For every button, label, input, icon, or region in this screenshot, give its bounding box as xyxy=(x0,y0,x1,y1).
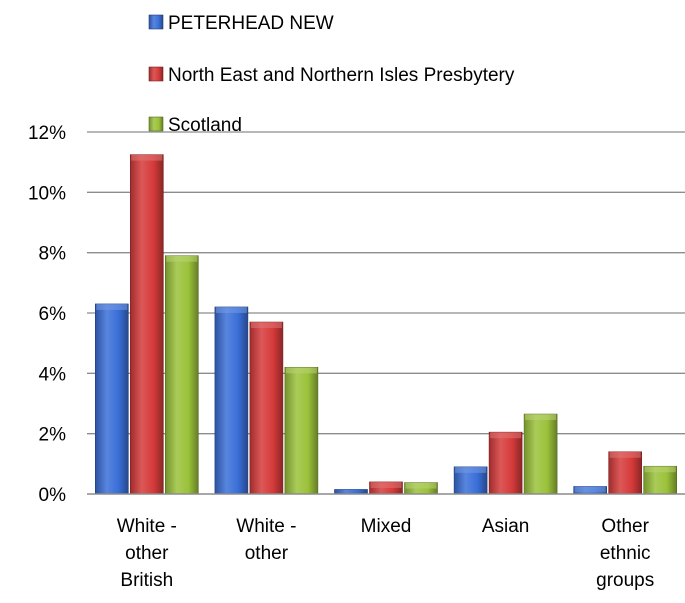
bar xyxy=(608,451,643,495)
bar xyxy=(165,255,199,495)
legend: PETERHEAD NEW North East and Northern Isl… xyxy=(148,13,515,136)
legend-swatch xyxy=(148,66,164,82)
bar xyxy=(488,431,523,495)
bar-highlight xyxy=(285,367,317,374)
x-category-label: White -other xyxy=(236,516,296,564)
bar-highlight xyxy=(215,306,247,313)
x-category-label: Asian xyxy=(482,516,530,537)
legend-swatch xyxy=(148,14,164,30)
legend-label: Scotland xyxy=(168,115,242,136)
y-tick-label: 12% xyxy=(28,123,66,144)
bar xyxy=(214,306,249,495)
legend-swatch xyxy=(148,116,164,132)
y-tick-label: 10% xyxy=(28,183,66,204)
bar-highlight xyxy=(405,482,437,489)
y-axis-tick-labels: 0% 2% 4% 6% 8% 10% 12% xyxy=(28,123,66,506)
bar-highlight xyxy=(644,466,676,473)
x-axis-category-labels: White -other British White -other Mixed Asia… xyxy=(117,516,655,591)
y-tick-label: 8% xyxy=(39,244,67,265)
y-tick-label: 4% xyxy=(39,364,67,385)
bar xyxy=(284,366,319,495)
bar-highlight xyxy=(131,154,163,161)
x-category-label: White -other British xyxy=(117,516,177,591)
bar-highlight xyxy=(96,303,128,310)
legend-label: PETERHEAD NEW xyxy=(168,13,334,34)
y-tick-label: 6% xyxy=(39,304,67,325)
x-category-label: Other ethnic groups xyxy=(596,516,654,591)
bar xyxy=(130,154,164,495)
bar xyxy=(95,303,129,495)
bar-highlight xyxy=(166,255,198,262)
bar-highlight xyxy=(609,451,641,458)
bars xyxy=(95,154,678,495)
x-category-label: Mixed xyxy=(361,516,412,537)
bar-highlight xyxy=(525,414,557,421)
y-tick-label: 2% xyxy=(39,425,67,446)
bar-highlight xyxy=(370,481,402,488)
bar-highlight xyxy=(490,432,522,439)
bar-highlight xyxy=(250,322,282,329)
bar-highlight xyxy=(455,466,487,473)
y-tick-label: 0% xyxy=(39,485,67,506)
bar xyxy=(523,413,558,495)
bar xyxy=(249,321,284,495)
bar-highlight xyxy=(574,486,606,493)
legend-label: North East and Northern Isles Presbytery xyxy=(168,65,515,86)
